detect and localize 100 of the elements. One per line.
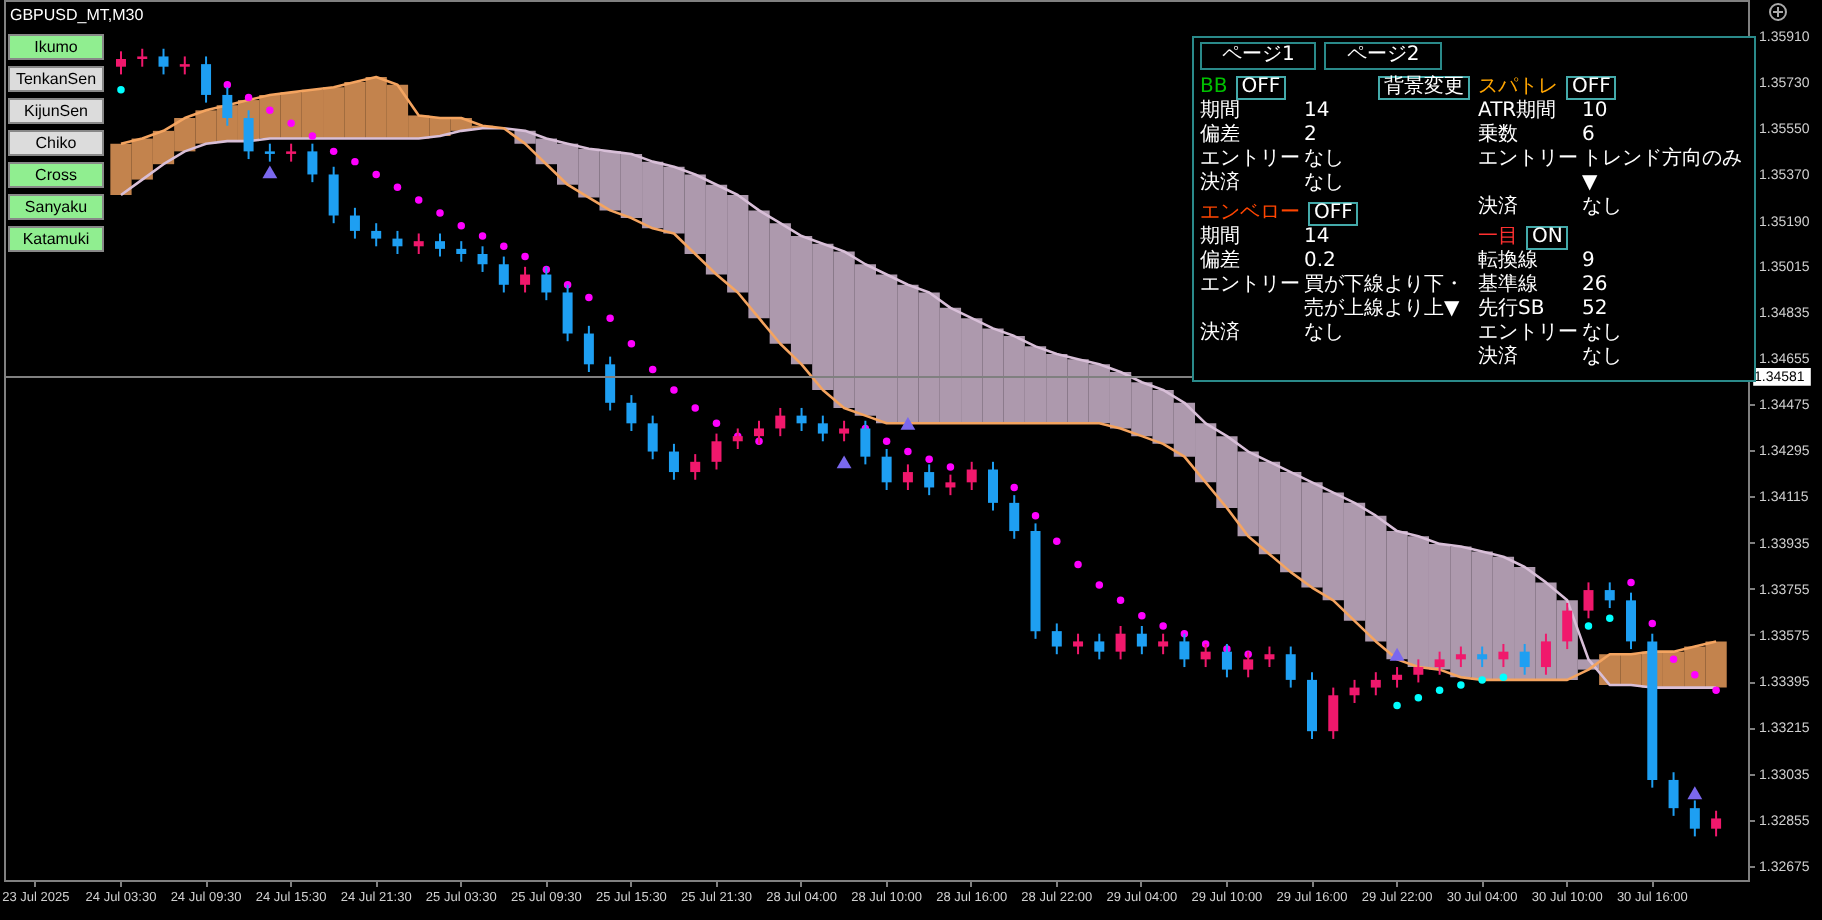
candlestick — [498, 255, 509, 294]
point — [1389, 647, 1405, 661]
point — [1116, 596, 1125, 605]
category-label: Katamuki — [8, 226, 104, 252]
candlestick — [201, 55, 212, 104]
point — [1687, 786, 1703, 800]
text: なし — [1582, 322, 1622, 344]
point — [393, 183, 402, 192]
point — [478, 232, 487, 240]
point — [1074, 560, 1082, 569]
candlestick — [1328, 686, 1339, 740]
category-label: TenkanSen — [8, 66, 104, 92]
point — [262, 165, 278, 179]
point — [351, 157, 359, 166]
point — [223, 80, 232, 89]
candlestick — [881, 447, 892, 492]
candlestick — [1392, 666, 1403, 689]
text: 14 — [1304, 100, 1330, 122]
candlestick — [1158, 632, 1169, 656]
text: エントリー — [1478, 148, 1578, 170]
text: エントリー — [1200, 148, 1300, 170]
text: 偏差 — [1200, 250, 1240, 272]
point — [414, 196, 423, 204]
point — [670, 386, 678, 394]
point — [712, 419, 721, 428]
point — [117, 86, 125, 94]
point — [1712, 686, 1720, 694]
point — [925, 455, 933, 463]
text: なし — [1582, 346, 1622, 368]
candlestick — [583, 324, 594, 374]
text: 基準線 — [1478, 274, 1538, 296]
candlestick — [1413, 658, 1424, 684]
category-label: ページ2 — [1324, 42, 1442, 70]
text: OFF — [1314, 202, 1353, 224]
point — [900, 416, 916, 430]
candlestick — [477, 245, 488, 273]
point — [606, 314, 614, 322]
candlestick — [1073, 632, 1084, 656]
candlestick — [775, 406, 786, 438]
text: なし — [1304, 322, 1344, 344]
candlestick — [1434, 650, 1445, 676]
text: OFF — [1572, 76, 1611, 98]
candlestick — [1009, 494, 1020, 540]
text: OFF — [1241, 76, 1281, 98]
point — [1053, 537, 1061, 546]
text: 6 — [1582, 124, 1595, 146]
candlestick — [1115, 625, 1126, 661]
text: なし — [1304, 148, 1344, 170]
candlestick — [902, 463, 913, 492]
text: 先行SB — [1478, 298, 1545, 320]
candlestick — [1668, 771, 1679, 817]
point — [946, 463, 955, 471]
candlestick — [817, 414, 828, 443]
text: 決済 — [1478, 196, 1518, 218]
point — [1031, 511, 1040, 520]
text: 一目 — [1478, 226, 1518, 248]
text: エントリー — [1200, 274, 1300, 296]
text: 決済 — [1200, 172, 1240, 194]
candlestick — [243, 109, 254, 161]
candlestick — [924, 463, 935, 497]
text: 決済 — [1478, 346, 1518, 368]
point — [585, 293, 593, 302]
text: スパトレ — [1478, 76, 1558, 98]
point — [1095, 581, 1104, 589]
candlestick — [1519, 642, 1530, 676]
candlestick — [435, 232, 445, 258]
candlestick — [647, 414, 658, 461]
text: 偏差 — [1200, 124, 1240, 146]
text: トレンド方向のみ▼ — [1582, 148, 1742, 194]
text: BB — [1200, 76, 1228, 98]
candlestick — [839, 419, 850, 443]
candlestick — [1136, 625, 1147, 656]
text: 14 — [1304, 226, 1330, 248]
text: エントリー — [1478, 322, 1578, 344]
text: 期間 — [1200, 226, 1240, 248]
point — [1627, 578, 1635, 587]
candlestick — [605, 355, 616, 412]
candlestick — [1540, 632, 1551, 676]
category-label: KijunSen — [8, 98, 104, 124]
point — [287, 119, 295, 127]
text: 52 — [1582, 298, 1608, 320]
category-label: ページ1 — [1200, 42, 1317, 70]
text: 10 — [1582, 100, 1608, 122]
candlestick — [690, 453, 701, 481]
candlestick — [456, 240, 467, 263]
point — [648, 365, 657, 374]
point — [836, 455, 852, 469]
candlestick — [1626, 591, 1637, 651]
text: 決済 — [1200, 322, 1240, 344]
point — [1435, 686, 1444, 694]
point — [1478, 676, 1486, 684]
point — [1457, 681, 1465, 689]
candlestick — [1094, 632, 1105, 661]
text: ATR期間 — [1478, 100, 1557, 122]
chart-title: GBPUSD_MT,M30 — [10, 6, 145, 24]
candlestick — [1179, 632, 1190, 669]
text: 2 — [1304, 124, 1317, 146]
candlestick — [1285, 645, 1296, 689]
text: 買が下線より下・売が上線より上▼ — [1304, 274, 1464, 320]
point — [308, 132, 317, 140]
